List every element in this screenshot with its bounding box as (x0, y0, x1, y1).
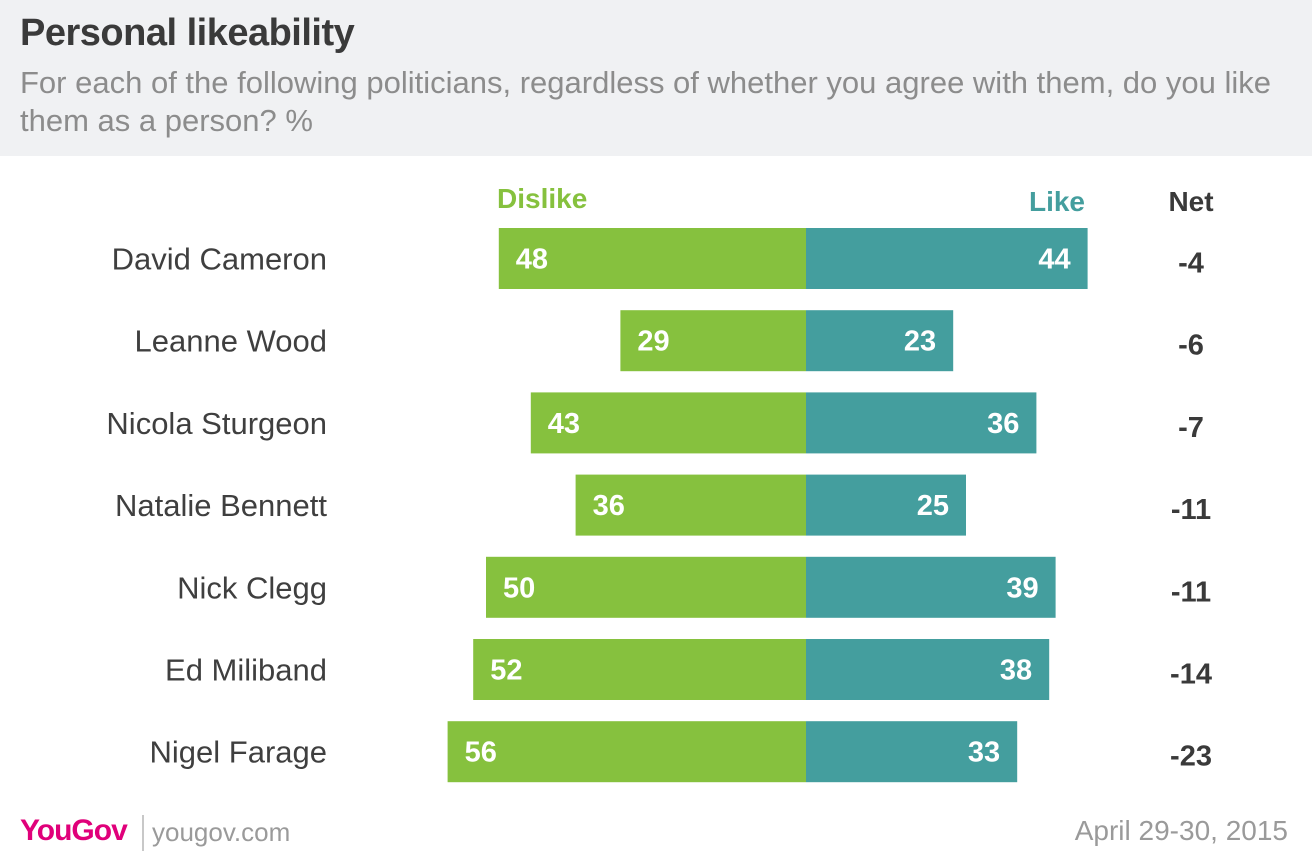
like-bar (806, 474, 966, 536)
chart-subtitle: For each of the following politicians, r… (20, 65, 1272, 138)
dislike-value-label: 29 (637, 326, 669, 358)
like-value-label: 36 (987, 408, 1019, 440)
dislike-value-label: 36 (593, 490, 625, 522)
row-label: David Cameron (112, 242, 327, 277)
net-value-label: -11 (1171, 494, 1211, 526)
dislike-bar (530, 392, 806, 454)
row-label: Leanne Wood (135, 324, 327, 359)
like-value-label: 33 (968, 737, 1000, 769)
like-bar (806, 310, 954, 372)
like-value-label: 39 (1006, 572, 1038, 604)
row-label: Nicola Sturgeon (106, 406, 327, 441)
yougov-logo: YouGov (20, 814, 128, 847)
dislike-value-label: 52 (490, 655, 522, 687)
net-value-label: -4 (1178, 248, 1204, 280)
chart-rows: David Cameron 48 44 -4 Leanne Wood 29 23 -6 Nico… (106, 228, 1212, 783)
row-label: Natalie Bennett (115, 488, 327, 523)
like-bar (806, 721, 1018, 783)
header-band: Personal likeability For each of the fol… (0, 0, 1312, 156)
like-bar (806, 556, 1056, 618)
row-label: Nick Clegg (177, 570, 327, 605)
net-value-label: -6 (1178, 330, 1204, 362)
net-value-label: -14 (1170, 659, 1212, 691)
footer-divider (142, 815, 144, 851)
like-bar (806, 228, 1088, 289)
like-value-label: 38 (1000, 655, 1032, 687)
like-bar (806, 392, 1037, 454)
dislike-bar (498, 228, 806, 289)
like-bar (806, 639, 1050, 700)
dislike-bar (486, 556, 806, 618)
like-value-label: 25 (917, 490, 949, 522)
row-label: Ed Miliband (165, 653, 327, 688)
dislike-bar (575, 474, 806, 536)
legend-dislike: Dislike (497, 183, 587, 214)
legend-like: Like (1029, 186, 1085, 217)
like-value-label: 23 (904, 326, 936, 358)
like-value-label: 44 (1038, 244, 1070, 276)
dislike-bar (620, 310, 806, 372)
net-header: Net (1168, 186, 1213, 217)
net-value-label: -7 (1178, 412, 1204, 444)
chart-title: Personal likeability (20, 12, 355, 54)
dislike-bar (447, 721, 806, 783)
row-label: Nigel Farage (150, 735, 327, 770)
dislike-value-label: 48 (516, 244, 548, 276)
footer-date: April 29-30, 2015 (1074, 815, 1288, 846)
footer-site: yougov.com (152, 817, 291, 847)
net-value-label: -23 (1170, 741, 1212, 773)
dislike-value-label: 43 (548, 408, 580, 440)
dislike-value-label: 56 (465, 737, 497, 769)
net-value-label: -11 (1171, 576, 1211, 608)
dislike-bar (473, 639, 806, 700)
dislike-value-label: 50 (503, 572, 535, 604)
